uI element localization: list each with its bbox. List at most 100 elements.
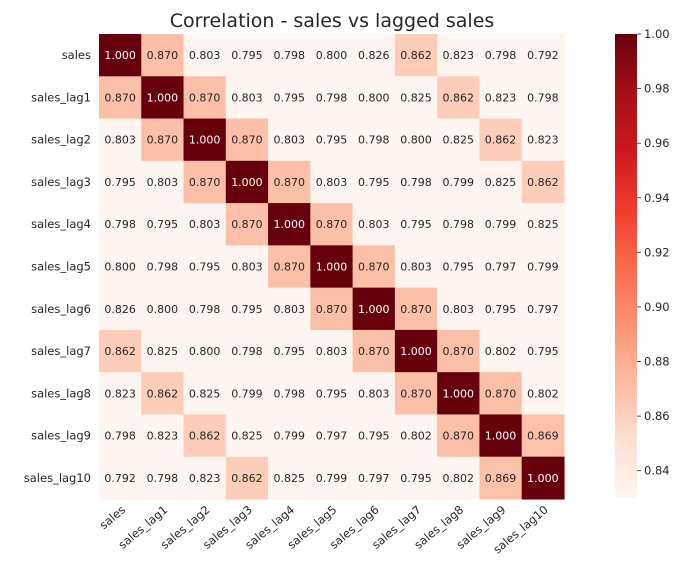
- heatmap-cell: [521, 34, 565, 77]
- heatmap-cell: [183, 118, 227, 162]
- cell-value-label: 0.870: [189, 91, 221, 104]
- cell-value-label: 0.823: [189, 472, 221, 485]
- heatmap-cell: [437, 76, 481, 120]
- heatmap-cell: [310, 76, 354, 120]
- heatmap-cell: [141, 203, 185, 246]
- heatmap-cell: [521, 76, 565, 120]
- cell-value-label: 0.870: [189, 176, 221, 189]
- heatmap-cell: [99, 287, 142, 331]
- heatmap-cell: [268, 118, 311, 162]
- cell-value-label: 0.823: [443, 49, 475, 62]
- heatmap-cell: [437, 456, 481, 500]
- heatmap-cell: [437, 329, 481, 373]
- cell-value-label: 0.862: [527, 176, 559, 189]
- cell-value-label: 0.802: [485, 345, 517, 358]
- heatmap-cell: [225, 203, 269, 246]
- cell-value-label: 0.799: [527, 260, 559, 273]
- cell-value-label: 0.795: [273, 345, 305, 358]
- y-tick-label: sales_lag8: [31, 386, 91, 400]
- cell-value-label: 1.000: [400, 345, 432, 358]
- heatmap-cell: [268, 76, 311, 120]
- heatmap-cell: [183, 287, 227, 331]
- heatmap-cell: [437, 245, 481, 289]
- heatmap-cell: [394, 118, 438, 162]
- y-tick-label: sales_lag4: [31, 217, 91, 231]
- heatmap-cell: [310, 203, 354, 246]
- heatmap-cell: [521, 287, 565, 331]
- heatmap-cell: [225, 76, 269, 120]
- heatmap-cell: [268, 245, 311, 289]
- heatmap-cell: [394, 456, 438, 500]
- heatmap-cell: [99, 329, 142, 373]
- cell-value-label: 0.825: [443, 134, 475, 147]
- heatmap-cell: [141, 245, 185, 289]
- heatmap-cell: [479, 414, 523, 458]
- heatmap-cell: [183, 203, 227, 246]
- cell-value-label: 0.803: [231, 91, 263, 104]
- heatmap-cell: [99, 372, 142, 416]
- heatmap-cell: [310, 414, 354, 458]
- cell-value-label: 0.798: [147, 472, 179, 485]
- heatmap-cell: [521, 456, 565, 500]
- cell-value-label: 0.803: [358, 387, 390, 400]
- cell-value-label: 0.798: [147, 260, 179, 273]
- heatmap-cell: [141, 287, 185, 331]
- heatmap-cell: [141, 76, 185, 120]
- heatmap-cell: [437, 160, 481, 204]
- heatmap-cell: [394, 245, 438, 289]
- cell-value-label: 0.800: [358, 91, 390, 104]
- cell-value-label: 1.000: [231, 176, 263, 189]
- cell-value-label: 0.862: [443, 91, 475, 104]
- cell-value-label: 0.870: [358, 345, 390, 358]
- cell-value-label: 0.800: [147, 303, 179, 316]
- heatmap-cell: [225, 160, 269, 204]
- heatmap-cell: [394, 372, 438, 416]
- heatmap-cell: [352, 76, 396, 120]
- cell-value-label: 0.798: [189, 303, 221, 316]
- colorbar-tick-label: 0.98: [644, 82, 670, 96]
- heatmap-cell: [310, 372, 354, 416]
- heatmap-cell: [310, 160, 354, 204]
- cell-value-label: 0.798: [316, 91, 348, 104]
- heatmap-cells: 1.000 0.870 0.803 0.795 0.798 0.800 0.826 0.862…: [99, 34, 565, 500]
- heatmap-cell: [352, 372, 396, 416]
- heatmap-cell: [310, 245, 354, 289]
- colorbar-tick-label: 0.96: [644, 136, 670, 150]
- cell-value-label: 0.797: [527, 303, 559, 316]
- cell-value-label: 1.000: [273, 218, 305, 231]
- heatmap-cell: [352, 34, 396, 77]
- cell-value-label: 0.870: [231, 134, 263, 147]
- cell-value-label: 0.870: [273, 176, 305, 189]
- cell-value-label: 0.870: [400, 387, 432, 400]
- cell-value-label: 0.795: [231, 303, 263, 316]
- heatmap-cell: [521, 118, 565, 162]
- heatmap-cell: [225, 329, 269, 373]
- cell-value-label: 0.870: [316, 303, 348, 316]
- heatmap-cell: [479, 160, 523, 204]
- cell-value-label: 0.870: [485, 387, 517, 400]
- heatmap-cell: [99, 414, 142, 458]
- cell-value-label: 0.798: [273, 387, 305, 400]
- cell-value-label: 1.000: [358, 303, 390, 316]
- cell-value-label: 0.797: [316, 430, 348, 443]
- y-tick-label: sales: [62, 48, 91, 62]
- heatmap-cell: [183, 329, 227, 373]
- heatmap-cell: [99, 118, 142, 162]
- cell-value-label: 0.799: [273, 430, 305, 443]
- heatmap-cell: [268, 414, 311, 458]
- heatmap-cell: [352, 287, 396, 331]
- heatmap-cell: [394, 287, 438, 331]
- y-tick-label: sales_lag3: [31, 175, 91, 189]
- cell-value-label: 0.825: [485, 176, 517, 189]
- cell-value-label: 0.825: [527, 218, 559, 231]
- heatmap-cell: [521, 414, 565, 458]
- cell-value-label: 0.870: [443, 430, 475, 443]
- cell-value-label: 0.870: [400, 303, 432, 316]
- colorbar-tick-label: 0.94: [644, 191, 670, 205]
- heatmap-cell: [183, 76, 227, 120]
- cell-value-label: 1.000: [527, 472, 559, 485]
- cell-value-label: 0.826: [104, 303, 136, 316]
- heatmap-cell: [394, 34, 438, 77]
- heatmap-cell: [268, 287, 311, 331]
